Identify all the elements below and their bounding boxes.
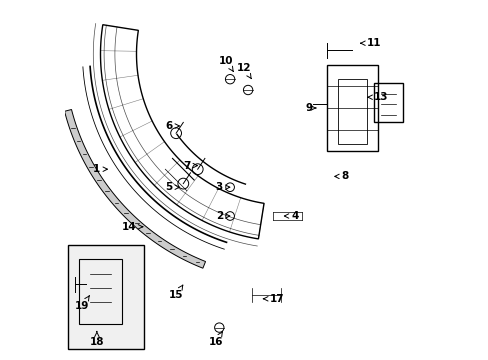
Text: 8: 8 bbox=[334, 171, 348, 181]
Text: 5: 5 bbox=[165, 182, 179, 192]
Text: 18: 18 bbox=[89, 332, 104, 347]
Polygon shape bbox=[64, 109, 205, 268]
Text: 3: 3 bbox=[215, 182, 229, 192]
Text: 2: 2 bbox=[215, 211, 229, 221]
Text: 11: 11 bbox=[360, 38, 381, 48]
Text: 12: 12 bbox=[237, 63, 251, 78]
Text: 13: 13 bbox=[367, 92, 388, 102]
Text: 15: 15 bbox=[168, 285, 183, 300]
Text: 10: 10 bbox=[219, 56, 233, 71]
Text: 9: 9 bbox=[305, 103, 315, 113]
Text: 17: 17 bbox=[263, 294, 284, 304]
Text: 7: 7 bbox=[183, 161, 197, 171]
Text: 14: 14 bbox=[122, 222, 142, 232]
Bar bbox=[68, 245, 143, 349]
Text: 6: 6 bbox=[165, 121, 179, 131]
Text: 16: 16 bbox=[208, 332, 223, 347]
Text: 19: 19 bbox=[75, 296, 89, 311]
Text: 1: 1 bbox=[93, 164, 107, 174]
Text: 4: 4 bbox=[284, 211, 298, 221]
Bar bbox=[79, 259, 122, 324]
